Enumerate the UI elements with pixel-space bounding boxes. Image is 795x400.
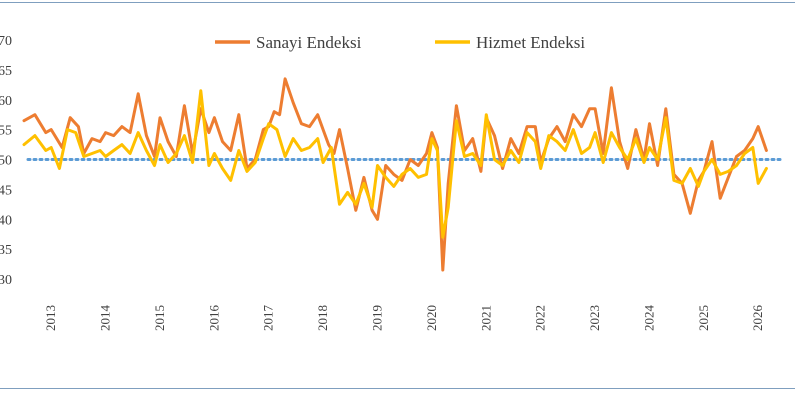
x-tick-label: 2020 (424, 305, 439, 331)
legend: Sanayi Endeksi Hizmet Endeksi (215, 33, 585, 52)
x-tick-label: 2024 (641, 305, 656, 332)
x-axis-ticks: 2013 2014 2015 2016 2017 2018 2019 2020 2021 2022… (43, 305, 765, 332)
legend-label-hizmet: Hizmet Endeksi (476, 33, 585, 52)
y-tick-label: 35 (0, 243, 12, 258)
y-tick-label: 45 (0, 183, 12, 198)
top-border (0, 2, 795, 3)
x-tick-label: 2014 (98, 305, 113, 332)
legend-item-sanayi: Sanayi Endeksi (215, 33, 362, 52)
bottom-border (0, 388, 795, 389)
x-tick-label: 2022 (533, 305, 548, 331)
x-tick-label: 2023 (587, 305, 602, 331)
x-tick-label: 2021 (478, 305, 493, 331)
x-tick-label: 2018 (315, 305, 330, 331)
x-tick-label: 2016 (206, 305, 221, 332)
legend-item-hizmet: Hizmet Endeksi (435, 33, 585, 52)
y-tick-label: 55 (0, 124, 12, 139)
x-tick-label: 2015 (152, 305, 167, 331)
series-line-sanayi (22, 77, 768, 272)
x-tick-label: 2025 (696, 305, 711, 331)
y-tick-label: 65 (0, 64, 12, 79)
x-tick-label: 2019 (370, 305, 385, 331)
y-axis-ticks: 30 35 40 45 50 55 60 65 70 (0, 34, 12, 288)
series-layer (22, 77, 768, 272)
series-line-hizmet (22, 89, 768, 239)
x-tick-label: 2026 (750, 305, 765, 332)
y-tick-label: 40 (0, 213, 12, 228)
x-tick-label: 2017 (261, 305, 276, 332)
y-tick-label: 30 (0, 273, 12, 288)
legend-label-sanayi: Sanayi Endeksi (256, 33, 362, 52)
y-tick-label: 50 (0, 154, 12, 169)
y-tick-label: 70 (0, 34, 12, 49)
x-tick-label: 2013 (43, 305, 58, 331)
y-tick-label: 60 (0, 94, 12, 109)
